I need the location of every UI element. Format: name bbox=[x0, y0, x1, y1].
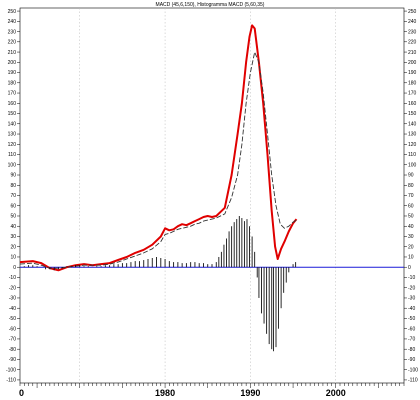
y-tick-label-right-36: 250 bbox=[408, 9, 417, 15]
x-tick-label-3: 2000 bbox=[326, 388, 346, 398]
y-tick-label-left-19: 80 bbox=[10, 183, 16, 189]
y-tick-label-left-1: -100 bbox=[6, 367, 16, 373]
y-tick-label-right-30: 190 bbox=[408, 70, 417, 76]
plot-frame bbox=[19, 7, 405, 384]
y-tick-label-left-36: 250 bbox=[8, 9, 17, 15]
y-tick-label-right-8: -30 bbox=[408, 296, 415, 302]
y-tick-label-right-31: 200 bbox=[408, 60, 417, 66]
y-tick-label-left-10: -10 bbox=[9, 275, 16, 281]
y-tick-label-right-9: -20 bbox=[408, 285, 415, 291]
y-tick-label-left-35: 240 bbox=[8, 19, 17, 25]
y-tick-label-right-10: -10 bbox=[408, 275, 415, 281]
y-tick-label-left-11: 0 bbox=[13, 265, 16, 271]
y-tick-label-right-13: 20 bbox=[408, 244, 414, 250]
y-tick-label-left-34: 230 bbox=[8, 29, 17, 35]
y-tick-label-left-32: 210 bbox=[8, 50, 17, 56]
x-tick-label-2: 1990 bbox=[240, 388, 260, 398]
y-tick-label-left-27: 160 bbox=[8, 101, 17, 107]
macd-line-red bbox=[19, 24, 298, 272]
y-tick-label-left-14: 30 bbox=[10, 234, 16, 240]
y-tick-label-left-5: -60 bbox=[9, 326, 16, 332]
y-tick-label-right-23: 120 bbox=[408, 142, 417, 148]
y-tick-label-right-19: 80 bbox=[408, 183, 414, 189]
y-tick-label-right-32: 210 bbox=[408, 50, 417, 56]
y-tick-label-left-13: 20 bbox=[10, 244, 16, 250]
y-tick-label-right-20: 90 bbox=[408, 173, 414, 179]
y-tick-label-left-9: -20 bbox=[9, 285, 16, 291]
y-tick-label-left-16: 50 bbox=[10, 214, 16, 220]
y-tick-label-left-7: -40 bbox=[9, 306, 16, 312]
y-tick-label-right-6: -50 bbox=[408, 316, 415, 322]
y-tick-label-right-16: 50 bbox=[408, 214, 414, 220]
signal-line-dashed bbox=[19, 51, 297, 269]
y-tick-label-right-2: -90 bbox=[408, 357, 415, 363]
y-tick-label-right-25: 140 bbox=[408, 121, 417, 127]
y-tick-label-right-12: 10 bbox=[408, 255, 414, 261]
y-tick-label-right-34: 230 bbox=[408, 29, 417, 35]
y-tick-label-right-18: 70 bbox=[408, 193, 414, 199]
y-tick-label-left-4: -70 bbox=[9, 337, 16, 343]
y-tick-label-right-21: 100 bbox=[408, 162, 417, 168]
y-tick-label-right-33: 220 bbox=[408, 40, 417, 46]
x-tick-label-0: 0 bbox=[19, 388, 24, 398]
y-tick-label-left-24: 130 bbox=[8, 132, 17, 138]
y-tick-label-left-12: 10 bbox=[10, 255, 16, 261]
y-tick-label-left-33: 220 bbox=[8, 40, 17, 46]
y-tick-label-left-25: 140 bbox=[8, 121, 17, 127]
y-tick-label-right-29: 180 bbox=[408, 80, 417, 86]
y-tick-label-right-11: 0 bbox=[408, 265, 411, 271]
y-tick-label-left-8: -30 bbox=[9, 296, 16, 302]
y-tick-label-right-14: 30 bbox=[408, 234, 414, 240]
y-tick-label-left-0: -110 bbox=[6, 378, 16, 384]
y-tick-label-right-1: -100 bbox=[408, 367, 418, 373]
y-tick-label-right-27: 160 bbox=[408, 101, 417, 107]
y-tick-label-right-24: 130 bbox=[408, 132, 417, 138]
y-tick-label-left-15: 40 bbox=[10, 224, 16, 230]
y-tick-label-left-18: 70 bbox=[10, 193, 16, 199]
y-tick-label-left-31: 200 bbox=[8, 60, 17, 66]
y-tick-label-left-3: -80 bbox=[9, 347, 16, 353]
y-tick-label-right-26: 150 bbox=[408, 111, 417, 117]
y-tick-label-right-7: -40 bbox=[408, 306, 415, 312]
y-tick-label-right-28: 170 bbox=[408, 91, 417, 97]
y-tick-label-right-3: -80 bbox=[408, 347, 415, 353]
y-tick-label-left-21: 100 bbox=[8, 162, 17, 168]
y-tick-label-left-22: 110 bbox=[8, 152, 16, 158]
y-tick-label-left-30: 190 bbox=[8, 70, 17, 76]
y-tick-label-left-28: 170 bbox=[8, 91, 17, 97]
y-tick-label-right-0: -110 bbox=[408, 378, 418, 384]
y-tick-label-left-20: 90 bbox=[10, 173, 16, 179]
y-tick-label-right-22: 110 bbox=[408, 152, 416, 158]
y-tick-label-left-2: -90 bbox=[9, 357, 16, 363]
y-tick-label-right-4: -70 bbox=[408, 337, 415, 343]
y-tick-label-right-17: 60 bbox=[408, 203, 414, 209]
y-tick-label-left-17: 60 bbox=[10, 203, 16, 209]
y-tick-label-left-29: 180 bbox=[8, 80, 17, 86]
y-tick-label-right-35: 240 bbox=[408, 19, 417, 25]
y-tick-label-left-26: 150 bbox=[8, 111, 17, 117]
x-tick-label-1: 1980 bbox=[155, 388, 175, 398]
y-tick-label-right-5: -60 bbox=[408, 326, 415, 332]
y-tick-label-left-6: -50 bbox=[9, 316, 16, 322]
y-tick-label-right-15: 40 bbox=[408, 224, 414, 230]
chart-title: MACD (45,6,150), Histogramma MACD (5,60,… bbox=[156, 2, 265, 8]
y-tick-label-left-23: 120 bbox=[8, 142, 17, 148]
